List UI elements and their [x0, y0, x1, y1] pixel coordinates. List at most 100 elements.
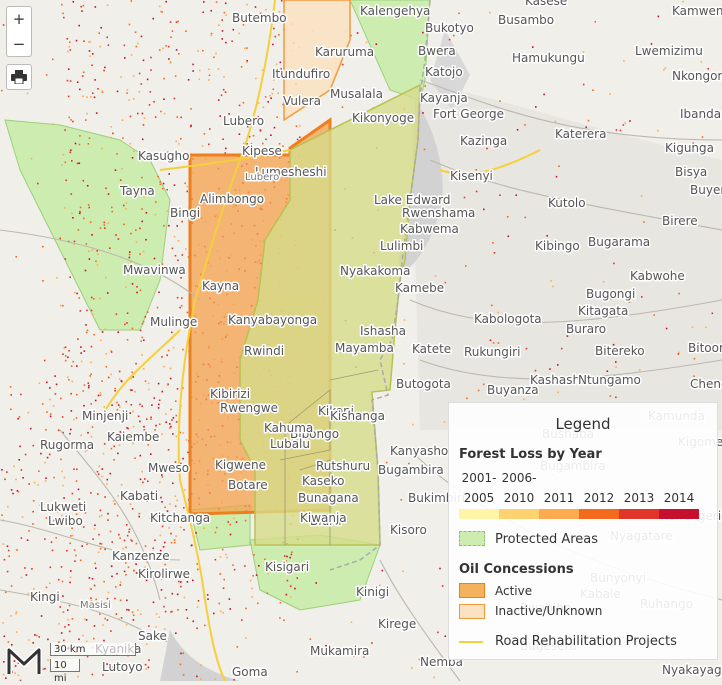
forest-loss-dot [163, 225, 165, 227]
place-label: Nyakayaga [662, 663, 722, 677]
forest-loss-dot [110, 630, 112, 632]
park-sector-lines [279, 369, 379, 545]
forest-loss-dot [141, 208, 143, 210]
forest-loss-dot [5, 677, 7, 679]
forest-loss-dot [69, 80, 72, 82]
forest-loss-dot [289, 585, 292, 587]
forest-loss-dot [104, 496, 106, 498]
forest-loss-dot [128, 253, 131, 256]
forest-loss-dot [99, 227, 102, 229]
forest-loss-dot [163, 112, 166, 115]
forest-loss-dot [206, 594, 209, 596]
forest-loss-dot [42, 280, 44, 282]
forest-loss-dot [86, 543, 88, 545]
forest-loss-dot [641, 296, 643, 298]
forest-loss-dot [161, 356, 163, 358]
forest-loss-dot [259, 130, 262, 132]
forest-loss-dot [204, 624, 206, 627]
inactive-swatch [459, 604, 485, 619]
year-label: 2013 [623, 491, 655, 505]
forest-loss-dot [482, 383, 485, 386]
forest-loss-dot [52, 123, 54, 125]
place-label: Kayna [202, 279, 239, 293]
forest-loss-dot [118, 436, 121, 438]
forest-loss-dot [7, 505, 9, 508]
forest-loss-dot [163, 467, 166, 469]
forest-loss-dot [100, 26, 102, 29]
forest-loss-dot [45, 429, 47, 431]
forest-loss-dot [192, 579, 194, 582]
forest-loss-dot [186, 311, 189, 314]
forest-loss-dot [185, 30, 187, 32]
year-swatch [579, 509, 619, 519]
forest-loss-dot [127, 427, 129, 430]
forest-loss-dot [82, 602, 85, 604]
zoom-in-button[interactable]: + [6, 6, 32, 32]
forest-loss-dot [43, 359, 46, 362]
forest-loss-dot [91, 249, 94, 251]
forest-loss-dot [5, 591, 7, 594]
forest-loss-dot [171, 331, 173, 334]
forest-loss-dot [63, 476, 66, 479]
forest-loss-dot [79, 212, 81, 215]
place-label: Butembo [232, 11, 287, 25]
forest-loss-dot [171, 316, 173, 318]
forest-loss-dot [103, 221, 106, 224]
forest-loss-dot [232, 564, 234, 566]
forest-loss-dot [20, 469, 23, 471]
forest-loss-dot [12, 492, 14, 495]
forest-loss-dot [97, 493, 99, 495]
forest-loss-dot [70, 410, 73, 412]
forest-loss-dot [62, 153, 65, 156]
forest-loss-dot [247, 125, 249, 128]
forest-loss-dot [48, 516, 51, 519]
forest-loss-dot [233, 679, 235, 681]
forest-loss-dot [209, 128, 211, 130]
forest-loss-dot [106, 663, 108, 665]
forest-loss-dot [129, 412, 131, 414]
oil-concession-inactive[interactable] [283, 0, 351, 122]
forest-loss-dot [10, 585, 13, 587]
forest-loss-dot [86, 655, 89, 658]
forest-loss-dot [153, 468, 155, 470]
forest-loss-dot [208, 143, 210, 146]
forest-loss-dot [121, 119, 124, 121]
forest-loss-dot [275, 63, 278, 66]
forest-loss-dot [44, 480, 47, 482]
forest-loss-dot [24, 567, 26, 569]
forest-loss-dot [111, 210, 113, 213]
forest-loss-dot [184, 182, 186, 185]
forest-loss-dot [657, 129, 659, 132]
zoom-out-button[interactable]: − [6, 31, 32, 57]
forest-loss-dot [162, 182, 165, 185]
forest-loss-dot [130, 377, 132, 380]
forest-loss-dot [172, 482, 174, 485]
forest-loss-dot [228, 113, 230, 115]
forest-loss-dot [99, 297, 101, 300]
forest-loss-dot [223, 11, 226, 14]
forest-loss-dot [105, 353, 108, 355]
forest-loss-dot [219, 573, 221, 576]
forest-loss-dot [441, 585, 444, 587]
forest-loss-dot [146, 311, 149, 313]
forest-loss-dot [116, 414, 119, 417]
forest-loss-dot [135, 542, 138, 545]
forest-loss-dot [70, 365, 73, 367]
forest-loss-dot [176, 296, 179, 299]
place-label: Hamukungu [512, 51, 585, 65]
forest-loss-dot [423, 148, 426, 151]
forest-loss-dot [163, 516, 166, 518]
forest-loss-dot [169, 21, 172, 23]
forest-loss-dot [615, 366, 617, 368]
forest-loss-dot [309, 638, 312, 640]
forest-loss-dot [175, 632, 177, 634]
forest-loss-dot [180, 652, 182, 655]
forest-loss-dot [87, 431, 89, 434]
forest-loss-dot [350, 621, 353, 623]
forest-loss-dot [163, 152, 166, 154]
print-button[interactable] [6, 64, 32, 90]
forest-loss-dot [280, 0, 283, 2]
forest-loss-dot [291, 551, 293, 553]
forest-loss-dot [110, 447, 113, 450]
